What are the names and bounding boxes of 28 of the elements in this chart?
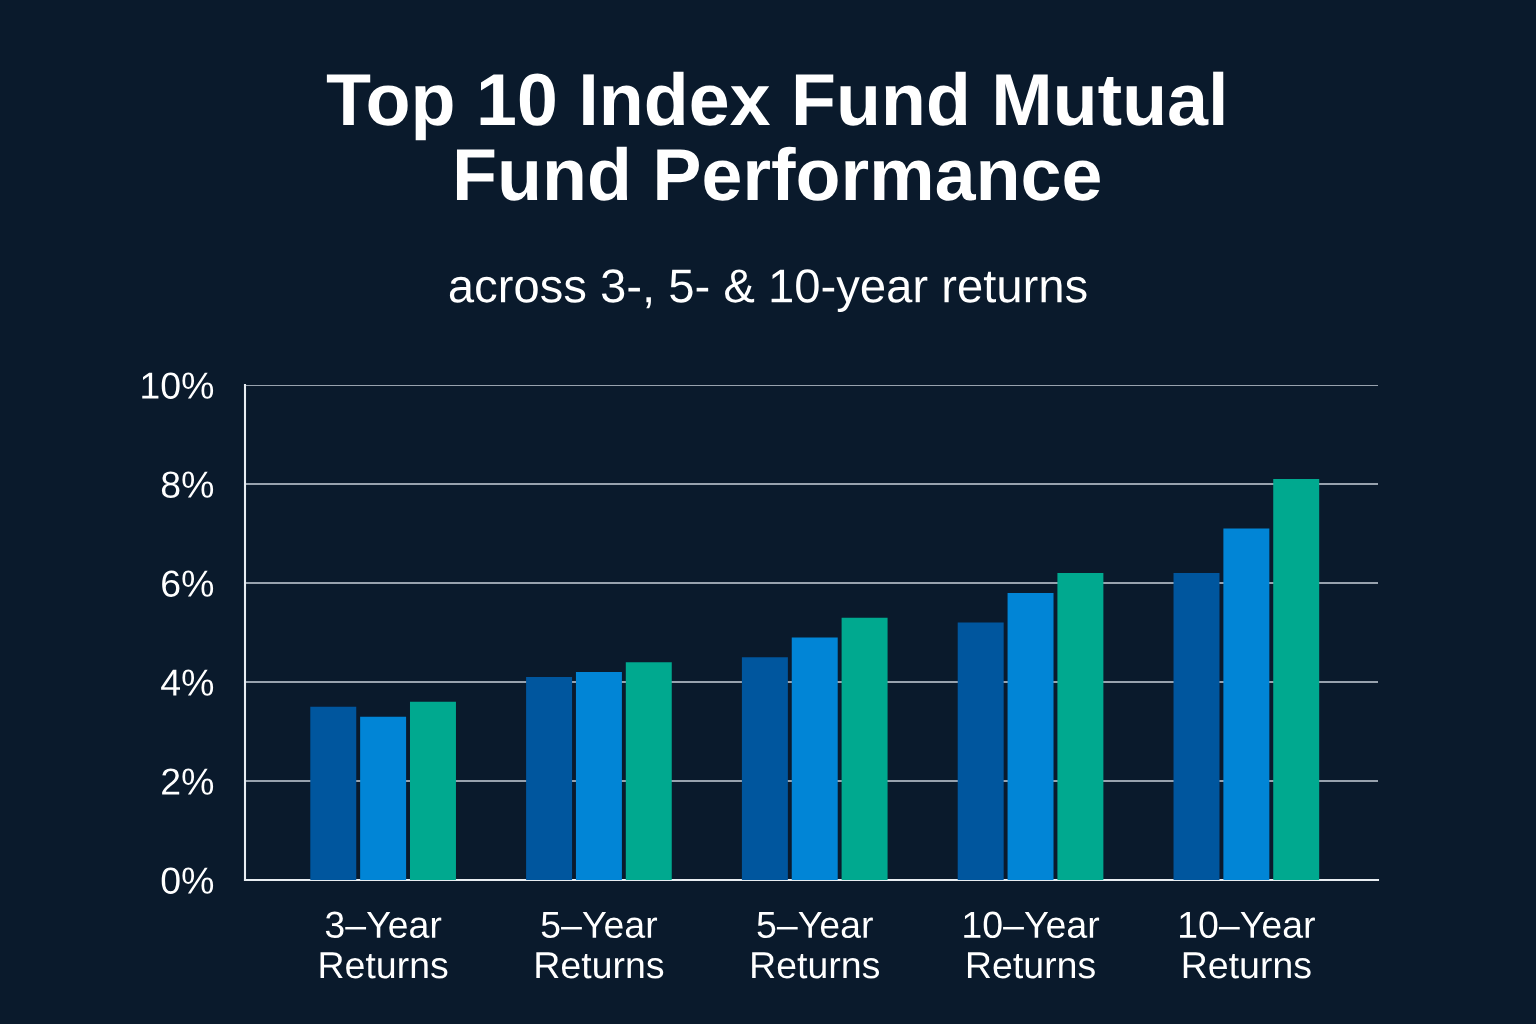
x-tick-label: 10–Year Returns (1180, 911, 1315, 979)
y-tick-label: 8% (161, 471, 214, 498)
y-tick-label: 0% (161, 867, 214, 894)
chart-subtitle: across 3-, 5- & 10-year returns (449, 269, 1087, 313)
bar (526, 677, 573, 880)
bar (1223, 528, 1270, 880)
bar (957, 622, 1004, 880)
y-tick-label: 6% (162, 570, 214, 597)
y-tick-label: 2% (162, 768, 214, 795)
x-tick-label: 10–Year Returns (964, 911, 1100, 979)
bar (1007, 592, 1054, 880)
bar (310, 706, 357, 880)
bar (1173, 573, 1220, 880)
x-tick-label: 5–Year Returns (752, 911, 880, 979)
y-tick-label: 10% (142, 372, 214, 399)
bar (360, 716, 407, 880)
bar (625, 662, 672, 880)
x-tick-label: 5–Year Returns (536, 911, 664, 979)
y-tick-label: 4% (161, 669, 214, 696)
bar (791, 637, 838, 880)
x-tick-label: 3–Year Returns (320, 911, 448, 979)
bar (1273, 479, 1320, 880)
bar (575, 672, 622, 880)
chart-title: Top 10 Index Fund Mutual Fund Performance (326, 71, 1224, 201)
bar (409, 701, 456, 880)
bar (741, 657, 788, 880)
bar (1057, 573, 1104, 880)
bar (841, 617, 888, 880)
